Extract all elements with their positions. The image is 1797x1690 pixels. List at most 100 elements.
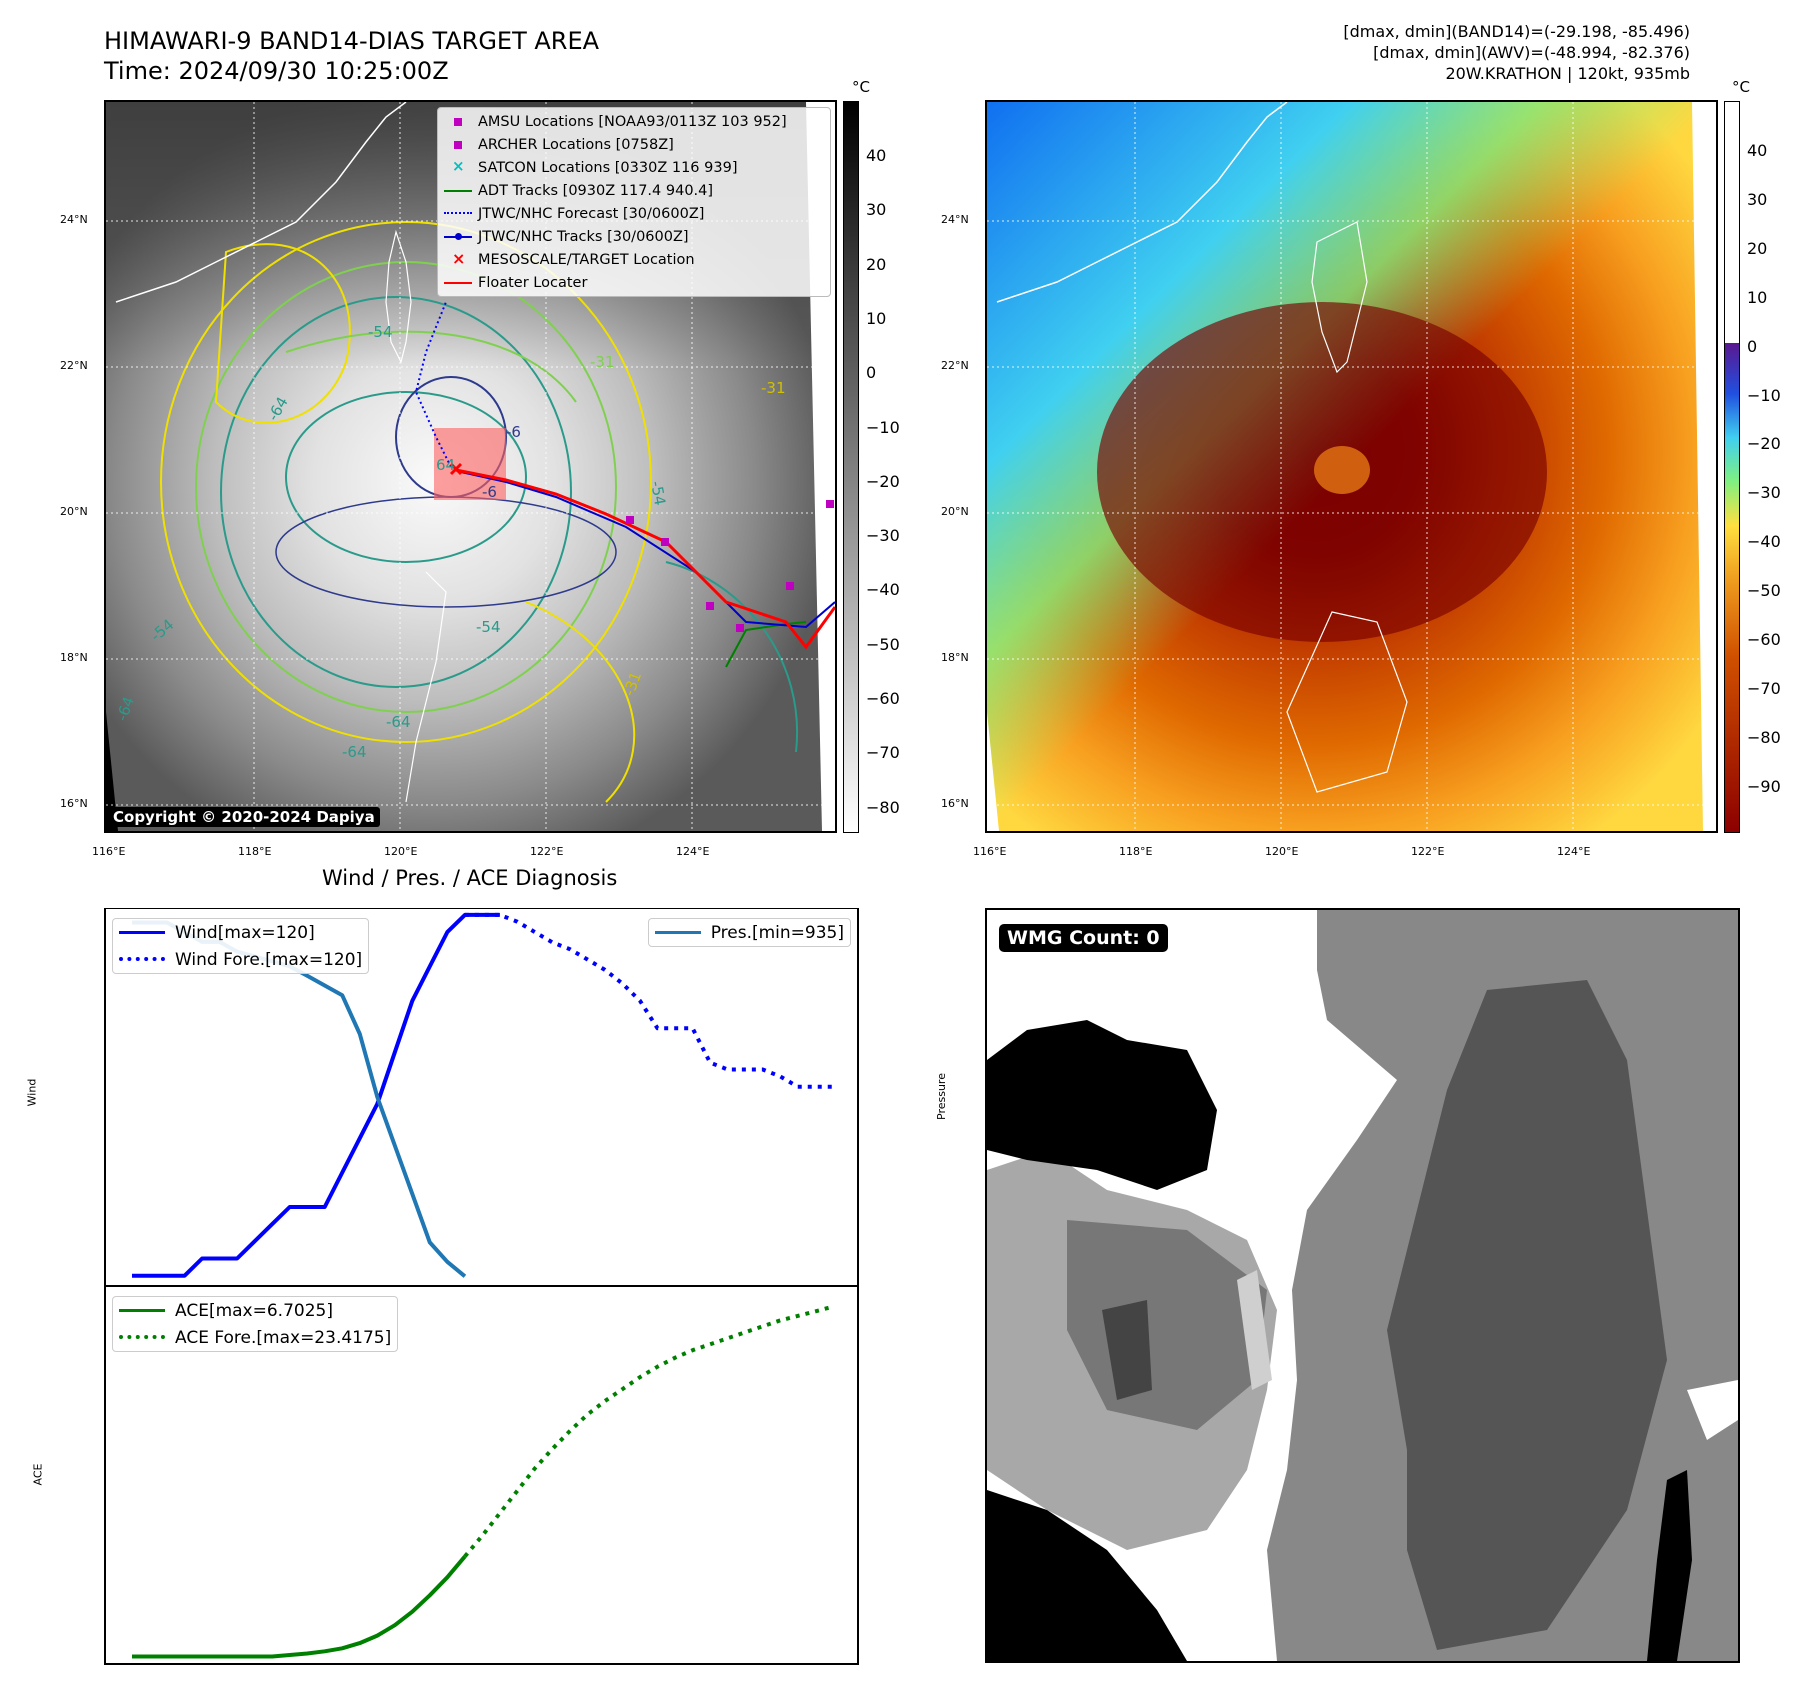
wind-legend: Wind[max=120] Wind Fore.[max=120]	[112, 918, 370, 974]
contour-label: -31	[761, 379, 786, 397]
blue-dotted-line-key	[119, 946, 165, 973]
colorbar-tick: −10	[1747, 385, 1781, 405]
contour-label: -54	[647, 480, 669, 507]
ace-legend: ACE[max=6.7025] ACE Fore.[max=23.4175]	[112, 1296, 399, 1352]
legend-label: Wind Fore.[max=120]	[175, 949, 363, 970]
colorbar-tick: −40	[866, 580, 900, 600]
lon-label: 116°E	[92, 845, 126, 858]
colorbar-tick: 30	[866, 200, 887, 220]
wind-axis-label: Wind	[25, 1078, 39, 1107]
colorbar-tick: −80	[866, 797, 900, 817]
blue-solid-line-key	[119, 919, 165, 946]
ir-colorbar	[843, 101, 859, 833]
colorbar-tick: −70	[866, 743, 900, 763]
figure-title-line2: Time: 2024/09/30 10:25:00Z	[104, 57, 449, 85]
legend-entry-adt: ADT Tracks [0930Z 117.4 940.4]	[438, 179, 830, 202]
series-line-wind	[132, 912, 500, 1278]
contour-label: -54	[368, 323, 393, 341]
legend-entry-ace: ACE[max=6.7025]	[113, 1297, 397, 1324]
legend-label: MESOSCALE/TARGET Location	[478, 251, 695, 268]
legend-entry-archer: ARCHER Locations [0758Z]	[438, 133, 830, 156]
lon-label: 122°E	[1411, 845, 1445, 858]
colorbar-tick: −20	[1747, 434, 1781, 454]
diagnosis-title: Wind / Pres. / ACE Diagnosis	[322, 866, 618, 890]
pressure-legend: Pres.[min=935]	[647, 918, 851, 947]
legend-entry-amsu: AMSU Locations [NOAA93/0113Z 103 952]	[438, 110, 830, 133]
lat-label: 20°N	[60, 505, 88, 518]
colorbar-tick: 10	[1747, 287, 1768, 307]
colorbar-tick: −80	[1747, 727, 1781, 747]
legend-entry-wind: Wind[max=120]	[113, 919, 368, 946]
legend-label: SATCON Locations [0330Z 116 939]	[478, 159, 738, 176]
red-x-marker: ×	[452, 249, 466, 268]
ir-legend: AMSU Locations [NOAA93/0113Z 103 952] AR…	[437, 107, 831, 297]
legend-entry-mesoscale: × MESOSCALE/TARGET Location	[438, 248, 830, 271]
green-line-marker	[438, 179, 478, 202]
lat-label: 20°N	[941, 505, 969, 518]
lat-label: 18°N	[60, 651, 88, 664]
awv-colorbar-unit: °C	[1732, 78, 1750, 96]
legend-label: ARCHER Locations [0758Z]	[478, 136, 674, 153]
green-solid-line-key	[119, 1297, 165, 1324]
lon-label: 122°E	[530, 845, 564, 858]
contour-label: -64	[342, 743, 367, 761]
colorbar-tick: 0	[1747, 336, 1758, 356]
colorbar-tick: 40	[866, 146, 887, 165]
colorbar-tick: 30	[1747, 189, 1768, 209]
wmg-count-badge: WMG Count: 0	[999, 924, 1168, 952]
info-line2: [dmax, dmin](AWV)=(-48.994, -82.376)	[1373, 43, 1690, 62]
series-line-wind-fore-	[464, 912, 833, 1089]
lon-label: 116°E	[973, 845, 1007, 858]
legend-label: Wind[max=120]	[175, 922, 315, 943]
lat-label: 18°N	[941, 651, 969, 664]
info-line3: 20W.KRATHON | 120kt, 935mb	[1445, 64, 1690, 83]
legend-label: ACE Fore.[max=23.4175]	[175, 1327, 392, 1348]
legend-entry-jtwc-tracks: JTWC/NHC Tracks [30/0600Z]	[438, 225, 830, 248]
legend-label: ADT Tracks [0930Z 117.4 940.4]	[478, 182, 714, 199]
legend-entry-ace-forecast: ACE Fore.[max=23.4175]	[113, 1324, 397, 1351]
wmg-panel: WMG Count: 0	[985, 908, 1740, 1663]
awv-satellite-image	[987, 102, 1716, 831]
awv-satellite-panel	[985, 100, 1718, 833]
wmg-image	[987, 910, 1738, 1661]
contour-label: 64	[436, 456, 455, 474]
green-dotted-line-key	[119, 1324, 165, 1351]
colorbar-tick: −70	[1747, 678, 1781, 698]
legend-label: JTWC/NHC Forecast [30/0600Z]	[478, 205, 705, 222]
colorbar-tick: −30	[1747, 483, 1781, 503]
series-line-ace	[132, 1555, 467, 1659]
colorbar-tick: −60	[1747, 630, 1781, 649]
colorbar-tick: −30	[866, 526, 900, 546]
colorbar-tick: 10	[866, 308, 887, 328]
lat-label: 22°N	[941, 359, 969, 372]
figure-title-line1: HIMAWARI-9 BAND14-DIAS TARGET AREA	[104, 27, 600, 55]
lat-label: 24°N	[60, 213, 88, 226]
colorbar-tick: −50	[866, 634, 900, 654]
legend-entry-satcon: × SATCON Locations [0330Z 116 939]	[438, 156, 830, 179]
contour-label: -64	[386, 713, 411, 731]
colorbar-tick: −90	[1747, 776, 1781, 796]
plot-frame	[104, 1285, 859, 1665]
legend-label: AMSU Locations [NOAA93/0113Z 103 952]	[478, 113, 787, 130]
magenta-square-marker	[438, 110, 478, 133]
info-line1: [dmax, dmin](BAND14)=(-29.198, -85.496)	[1343, 22, 1690, 41]
steelblue-line-key	[654, 919, 701, 946]
copyright-badge: Copyright © 2020-2024 Dapiya	[108, 807, 380, 827]
legend-label: Floater Locater	[478, 274, 588, 291]
lon-label: 118°E	[1119, 845, 1153, 858]
legend-entry-jtwc-forecast: JTWC/NHC Forecast [30/0600Z]	[438, 202, 830, 225]
colorbar-tick: 0	[866, 363, 877, 383]
legend-label: JTWC/NHC Tracks [30/0600Z]	[478, 228, 689, 245]
legend-entry-floater: Floater Locater	[438, 271, 830, 294]
lon-label: 118°E	[238, 845, 272, 858]
ace-axis-label: ACE	[31, 1463, 45, 1486]
pressure-axis-label: Pressure	[934, 1073, 948, 1120]
blue-line-dot-marker	[438, 225, 478, 248]
red-line-marker	[438, 271, 478, 294]
colorbar-tick: −10	[866, 417, 900, 437]
colorbar-tick: −50	[1747, 581, 1781, 601]
cyan-x-marker: ×	[452, 157, 465, 175]
lon-label: 124°E	[1557, 845, 1591, 858]
legend-entry-wind-forecast: Wind Fore.[max=120]	[113, 946, 368, 973]
lon-label: 120°E	[1265, 845, 1299, 858]
